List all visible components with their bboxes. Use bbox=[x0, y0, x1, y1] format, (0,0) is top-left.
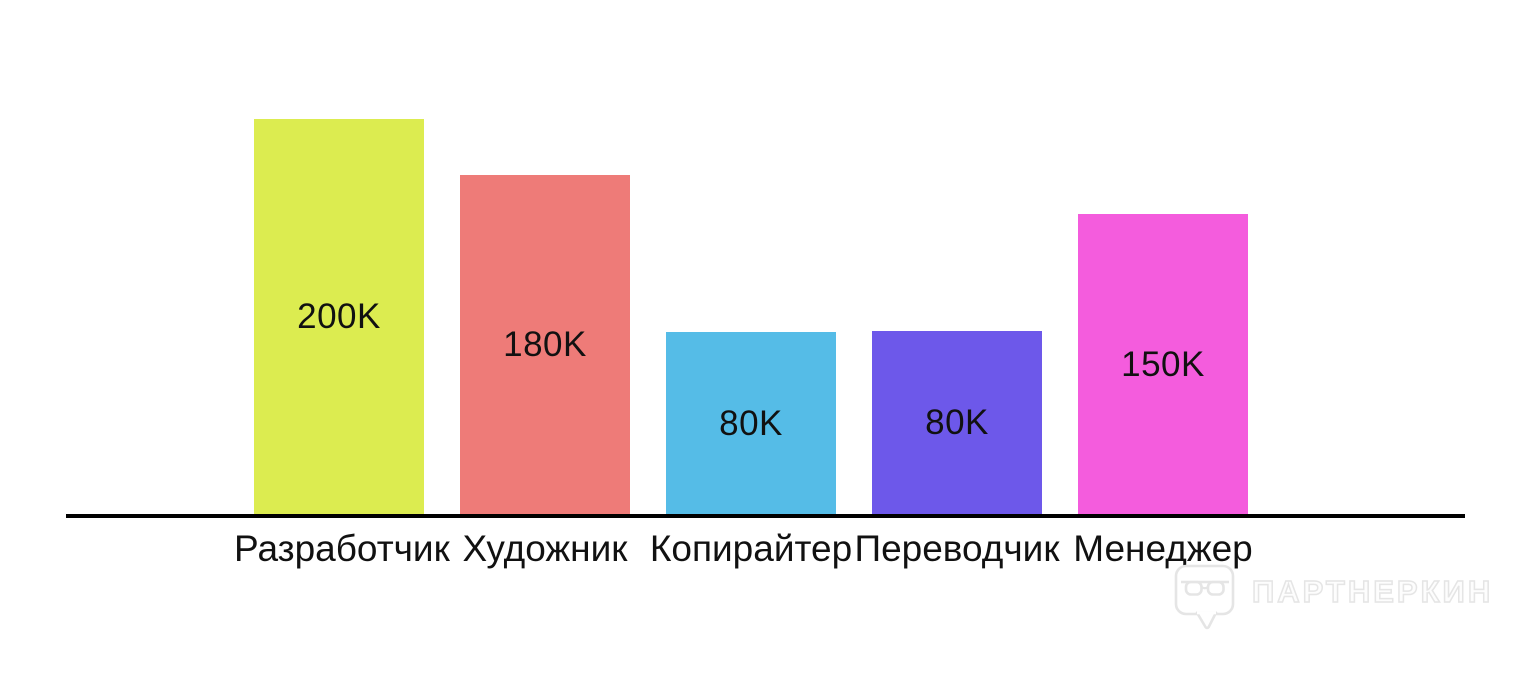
x-axis-line bbox=[66, 514, 1465, 518]
bar-value-label: 150K bbox=[1121, 344, 1205, 384]
x-axis-label-developer: Разработчик bbox=[234, 528, 450, 569]
bar-manager: 150K bbox=[1078, 214, 1248, 515]
bar-value-label: 80K bbox=[719, 403, 783, 443]
watermark-text: ПАРТНЕРКИН bbox=[1251, 573, 1494, 610]
bar-developer: 200K bbox=[254, 119, 424, 515]
bar-translator: 80K bbox=[872, 331, 1042, 515]
x-axis-label-copywriter: Копирайтер bbox=[649, 528, 853, 569]
x-axis-label-manager: Менеджер bbox=[1073, 528, 1253, 569]
x-axis-label-artist: Художник bbox=[462, 528, 628, 569]
bar-value-label: 200K bbox=[297, 297, 381, 336]
bar-artist: 180K bbox=[460, 175, 630, 515]
bar-value-label: 80K bbox=[925, 403, 989, 442]
bar-value-label: 180K bbox=[503, 325, 587, 364]
watermark: ПАРТНЕРКИН bbox=[1174, 564, 1493, 632]
partnerkin-logo-icon bbox=[1174, 564, 1235, 630]
x-axis-label-translator: Переводчик bbox=[854, 528, 1060, 569]
bar-copywriter: 80K bbox=[666, 332, 836, 515]
